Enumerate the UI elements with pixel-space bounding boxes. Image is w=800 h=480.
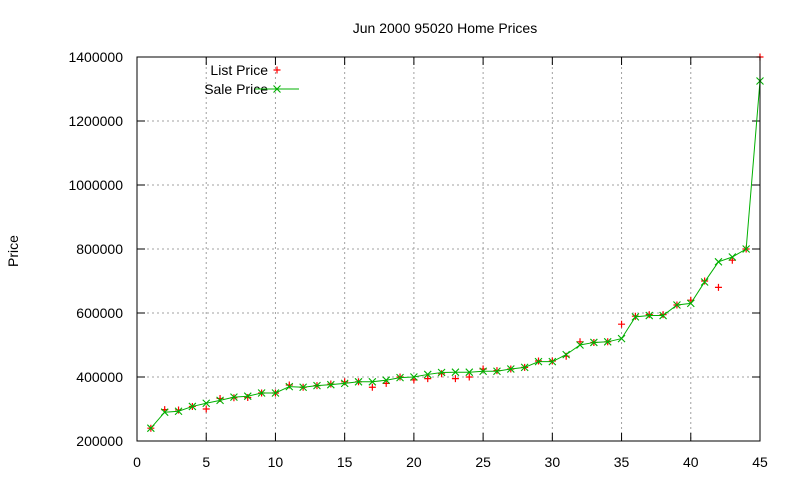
sale-price-point (742, 245, 751, 253)
sale-price-point (299, 383, 308, 392)
y-tick-label: 800000 (76, 241, 123, 257)
list-price-point (382, 379, 390, 387)
sale-price-point (340, 379, 349, 388)
sale-price-point (548, 357, 557, 366)
sale-price-point (562, 350, 571, 359)
sale-price-point (645, 311, 654, 320)
list-price-point (714, 283, 722, 291)
sale-price-point (396, 373, 404, 382)
x-tick-label: 15 (337, 454, 353, 470)
list-price-point (645, 311, 653, 319)
sale-price-point (686, 299, 695, 308)
list-price-point (618, 320, 626, 328)
list-price-point (728, 256, 736, 264)
sale-price-point (520, 363, 529, 372)
y-tick-label: 200000 (76, 433, 123, 449)
sale-price-point (700, 278, 709, 286)
legend-label-sale-price: Sale Price (204, 81, 268, 97)
list-price-point (202, 405, 210, 413)
sale-price-point (202, 399, 211, 408)
axis-ticks: 200000 400000 600000 800000 1000000 1200000 14… (68, 49, 768, 470)
sale-price-point (285, 382, 294, 391)
y-tick-label: 1200000 (68, 113, 123, 129)
grid-lines (137, 57, 760, 441)
list-price-series (147, 53, 764, 432)
sale-price-point (728, 253, 737, 261)
sale-price-point (451, 368, 460, 377)
list-price-point (451, 375, 459, 383)
sale-price-point (534, 357, 543, 366)
list-price-point (341, 378, 349, 386)
legend-marker-sale-price (273, 85, 281, 93)
chart-title: Jun 2000 95020 Home Prices (353, 20, 537, 36)
sale-price-point (423, 370, 432, 379)
y-tick-label: 1400000 (68, 49, 123, 65)
x-tick-label: 10 (268, 454, 284, 470)
sale-price-point (354, 377, 363, 386)
list-price-point (368, 383, 376, 391)
sale-price-point (714, 257, 723, 266)
list-price-point (576, 338, 584, 346)
sale-price-point (589, 338, 598, 347)
x-tick-label: 0 (133, 454, 141, 470)
sale-price-point (479, 367, 487, 376)
x-tick-label: 45 (752, 454, 768, 470)
x-tick-label: 5 (202, 454, 210, 470)
sale-price-point (493, 367, 501, 376)
sale-price-point (617, 334, 626, 343)
x-tick-label: 25 (475, 454, 491, 470)
sale-price-point (271, 389, 280, 397)
plot-frame (136, 56, 761, 442)
sale-price-point (326, 380, 335, 389)
list-price-point (424, 375, 432, 383)
list-price-point (244, 393, 252, 401)
list-price-point (465, 373, 473, 381)
x-tick-label: 35 (614, 454, 630, 470)
x-tick-label: 20 (406, 454, 422, 470)
sale-price-point (659, 311, 667, 320)
y-tick-label: 400000 (76, 369, 123, 385)
sale-price-point (465, 368, 474, 377)
x-tick-label: 40 (683, 454, 699, 470)
list-price-point (659, 311, 667, 319)
sale-price-point (603, 337, 612, 346)
sale-price-point (382, 376, 391, 385)
sale-price-point (216, 396, 224, 405)
legend-marker-list-price (273, 66, 281, 74)
x-tick-label: 30 (545, 454, 561, 470)
sale-price-series (146, 77, 764, 433)
legend-label-list-price: List Price (210, 62, 268, 78)
sale-price-point (631, 312, 640, 321)
sale-price-point (230, 393, 238, 402)
list-price-point (701, 277, 709, 285)
legend: List Price Sale Price (204, 62, 299, 97)
sale-price-point (146, 424, 155, 433)
sale-price-point (313, 381, 321, 390)
sale-price-point (174, 407, 183, 416)
sale-price-point (368, 377, 377, 386)
sale-price-point (243, 392, 252, 401)
y-tick-label: 1000000 (68, 177, 123, 193)
sale-price-point (188, 402, 197, 411)
sale-price-point (437, 368, 446, 377)
list-price-point (438, 370, 446, 378)
sale-price-point (257, 389, 266, 397)
sale-price-point (576, 341, 584, 349)
sale-price-point (506, 365, 515, 373)
y-axis-label: Price (5, 235, 21, 267)
sale-price-point (160, 408, 169, 417)
sale-price-point (410, 373, 418, 381)
y-tick-label: 600000 (76, 305, 123, 321)
sale-price-point (673, 301, 681, 309)
